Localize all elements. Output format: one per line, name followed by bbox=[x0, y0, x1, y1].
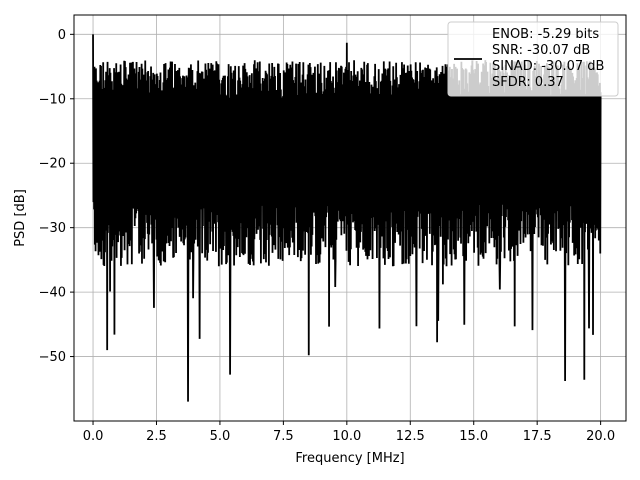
x-tick-label: 15.0 bbox=[459, 429, 488, 444]
x-tick-label: 7.5 bbox=[273, 429, 294, 444]
legend-line-sfdr: SFDR: 0.37 bbox=[492, 75, 564, 90]
y-tick-label: −30 bbox=[39, 221, 66, 236]
x-tick-label: 10.0 bbox=[332, 429, 361, 444]
legend: ENOB: -5.29 bits SNR: -30.07 dB SINAD: -… bbox=[447, 21, 619, 97]
x-axis-label: Frequency [MHz] bbox=[295, 451, 404, 466]
legend-box bbox=[447, 21, 619, 97]
y-tick-label: −20 bbox=[39, 157, 66, 172]
y-tick-label: 0 bbox=[58, 28, 66, 43]
plot-area bbox=[92, 34, 602, 402]
x-axis-ticks: 0.0 2.5 5.0 7.5 10.0 12.5 15.0 17.5 20.0 bbox=[83, 421, 615, 444]
y-tick-label: −50 bbox=[39, 350, 66, 365]
x-tick-label: 12.5 bbox=[396, 429, 425, 444]
y-tick-label: −10 bbox=[39, 92, 66, 107]
x-tick-label: 2.5 bbox=[146, 429, 167, 444]
x-tick-label: 20.0 bbox=[586, 429, 615, 444]
axes-frame bbox=[73, 14, 627, 422]
legend-line-sinad: SINAD: -30.07 dB bbox=[492, 59, 604, 74]
legend-line-snr: SNR: -30.07 dB bbox=[492, 43, 590, 58]
y-axis-label: PSD [dB] bbox=[13, 189, 28, 247]
x-tick-label: 5.0 bbox=[210, 429, 231, 444]
y-axis-ticks: 0 −10 −20 −30 −40 −50 bbox=[39, 28, 74, 365]
legend-line-enob: ENOB: -5.29 bits bbox=[492, 27, 599, 42]
psd-series-line bbox=[92, 34, 602, 402]
x-tick-label: 0.0 bbox=[83, 429, 104, 444]
y-tick-label: −40 bbox=[39, 286, 66, 301]
x-tick-label: 17.5 bbox=[523, 429, 552, 444]
